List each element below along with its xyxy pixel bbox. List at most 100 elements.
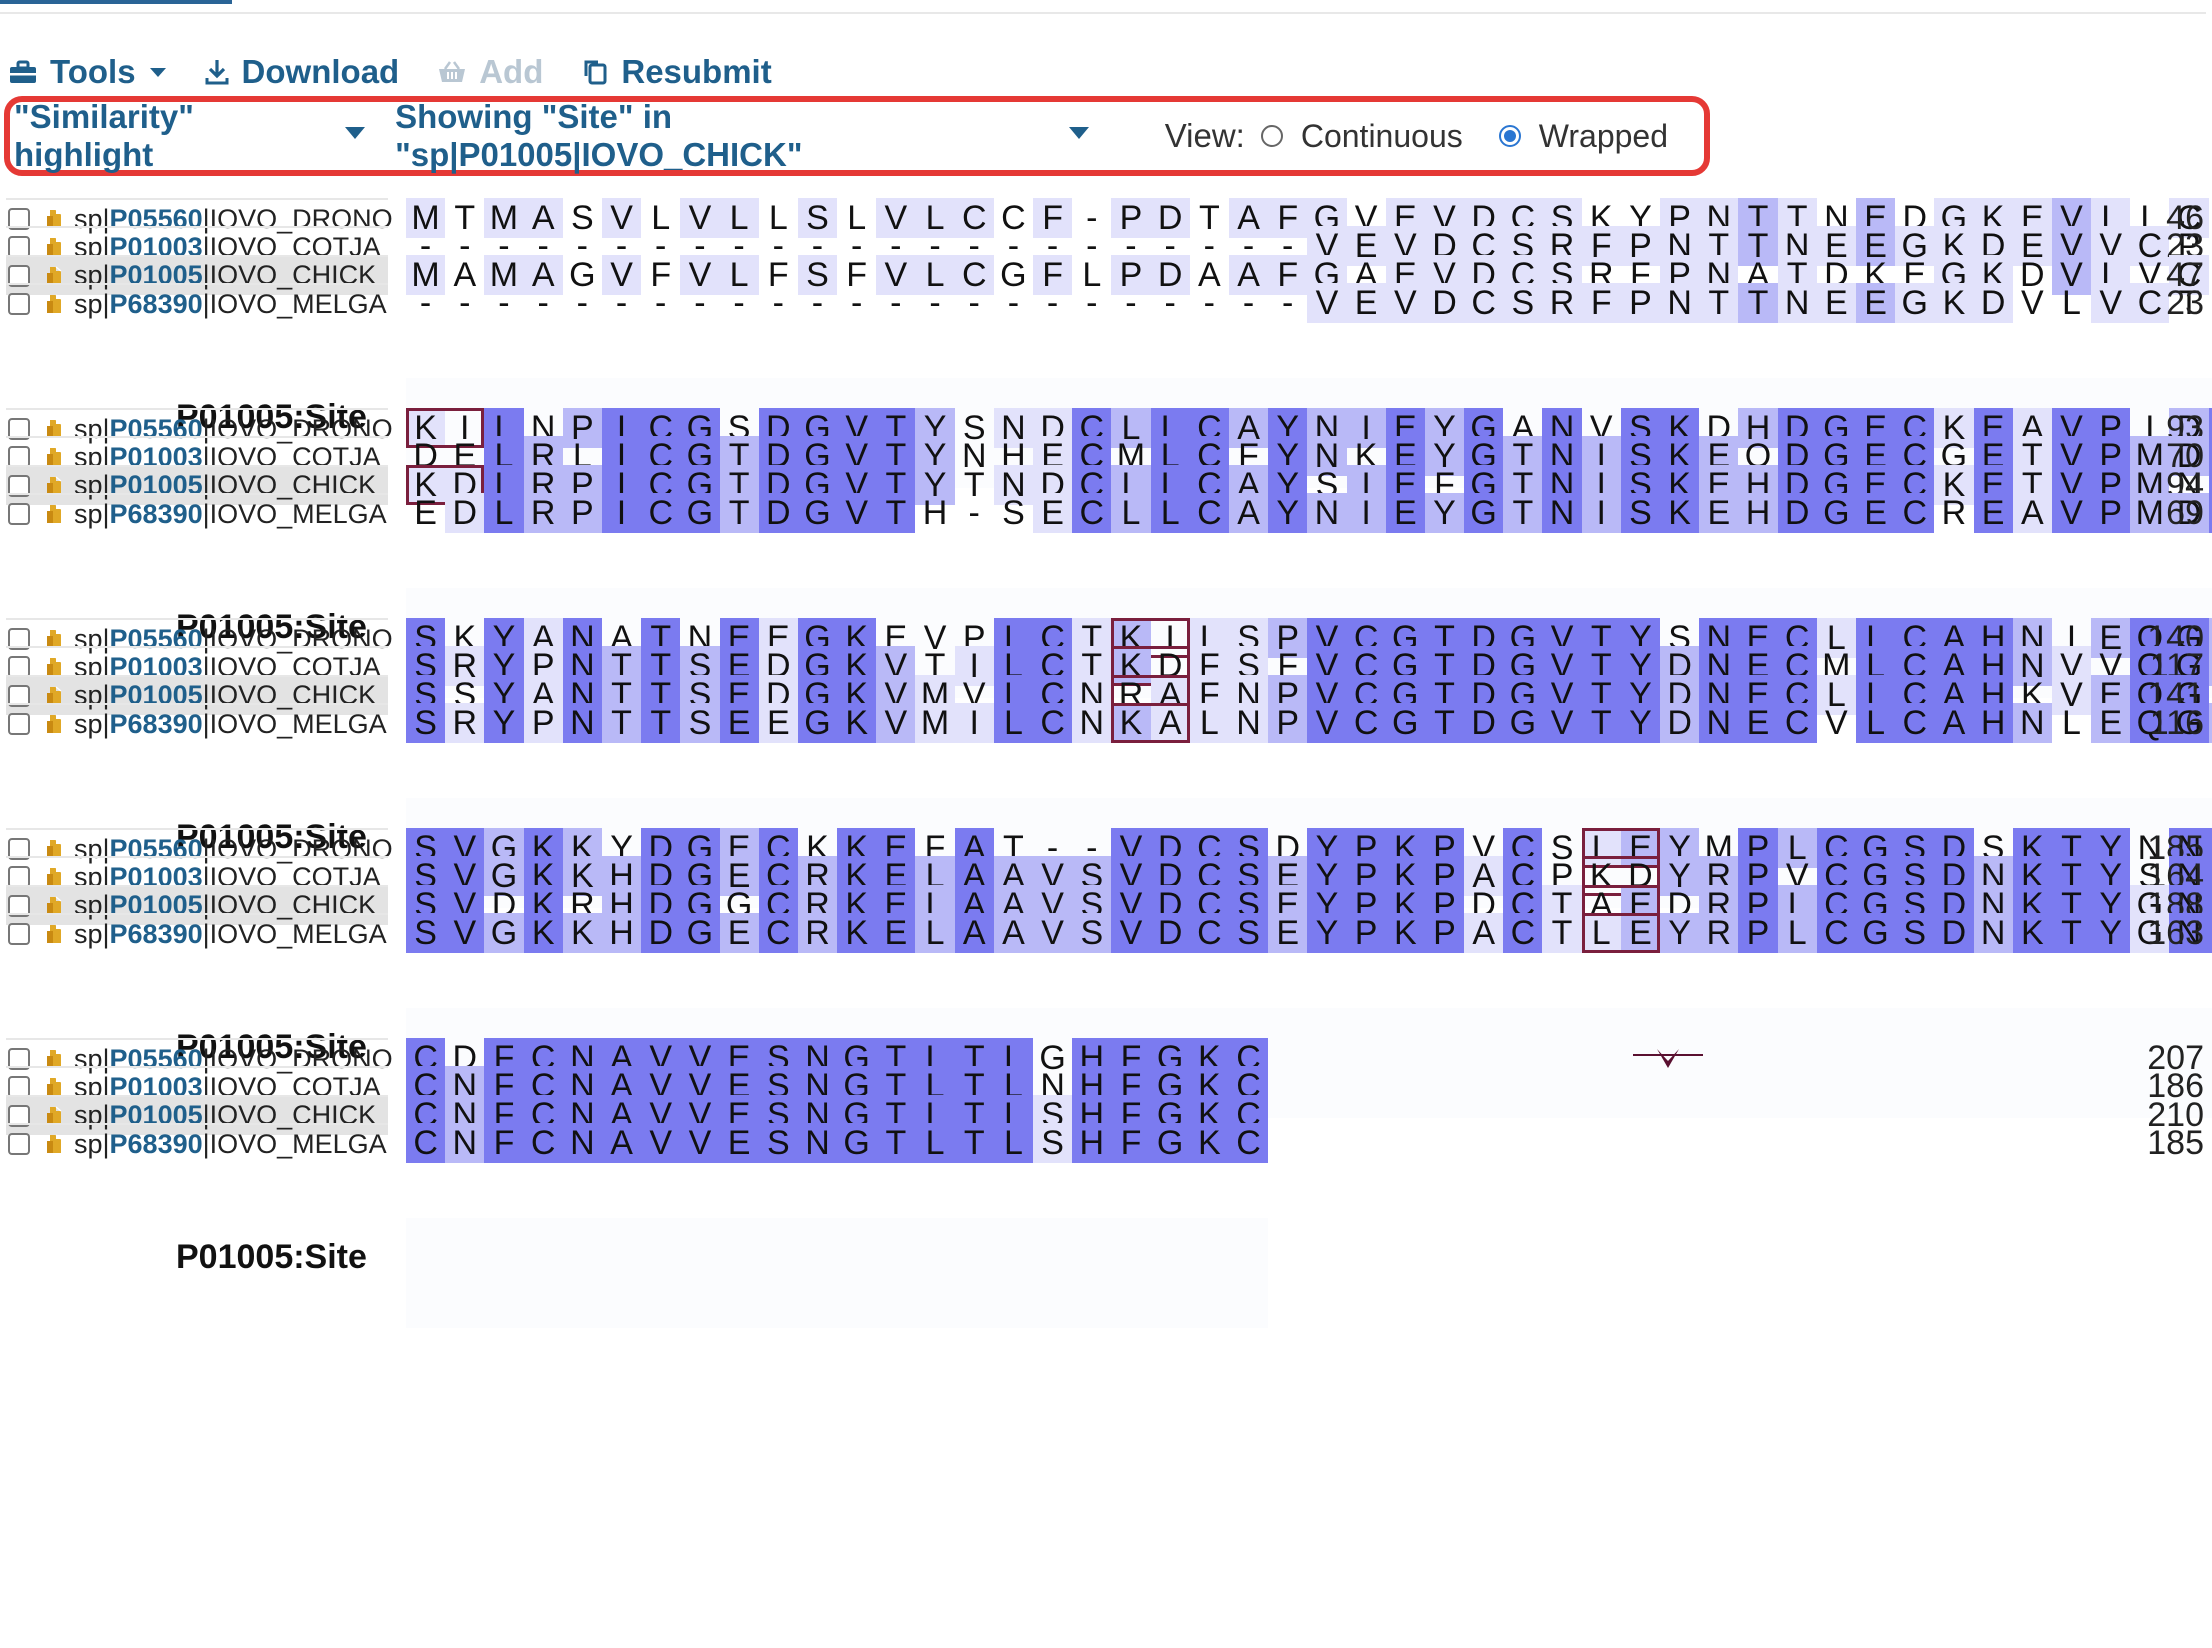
sequence-checkbox[interactable] <box>8 418 30 440</box>
sequence-accession-link[interactable]: P68390 <box>109 918 203 949</box>
download-button[interactable]: Download <box>204 53 399 91</box>
residue: K <box>2012 913 2052 954</box>
sequence-checkbox[interactable] <box>8 713 30 736</box>
residue: P <box>1620 283 1660 324</box>
tools-label: Tools <box>50 53 136 90</box>
site-marker-icon[interactable] <box>1633 1046 1703 1072</box>
sequence-checkbox[interactable] <box>8 264 30 287</box>
residue: G <box>680 913 720 954</box>
residue: G <box>1039 1039 1066 1077</box>
sequence-checkbox[interactable] <box>8 503 30 526</box>
view-continuous-option[interactable]: Continuous <box>1260 118 1463 155</box>
sequence-checkbox[interactable] <box>8 894 30 917</box>
alignment-row: sp|P68390|IOVO_MELGA S R Y P N T T S E E G K V M I L C N K A… <box>0 703 2212 744</box>
sequence-entry-name: |IOVO_CHICK <box>202 470 377 501</box>
sequence-name: sp|P68390|IOVO_MELGA <box>74 289 387 320</box>
sequence-label[interactable]: sp|P68390|IOVO_MELGA <box>6 283 388 323</box>
sequence-label[interactable]: sp|P68390|IOVO_MELGA <box>6 913 388 953</box>
sequence-label[interactable]: sp|P05560|IOVO_DRONO <box>6 1038 393 1078</box>
sequence-db-prefix: sp| <box>74 918 110 949</box>
feature-dropdown[interactable]: Showing "Site" in "sp|P01005|IOVO_CHICK" <box>395 98 1089 174</box>
residue: K <box>2208 913 2212 954</box>
sequence-accession-link[interactable]: P05560 <box>109 413 203 444</box>
sequence-checkbox[interactable] <box>8 293 30 316</box>
add-to-basket-button[interactable]: Add <box>437 53 543 91</box>
residue: L <box>1777 828 1817 868</box>
residue: - <box>1125 227 1137 266</box>
sequence-accession-link[interactable]: P01005 <box>109 260 203 291</box>
residue: D <box>2169 436 2209 477</box>
tools-menu-button[interactable]: Tools <box>8 53 166 91</box>
sequence-accession-link[interactable]: P01005 <box>109 1100 203 1131</box>
residue: S <box>571 199 594 237</box>
sequence-label[interactable]: sp|P68390|IOVO_MELGA <box>6 1123 388 1163</box>
sequence-checkbox[interactable] <box>8 628 30 650</box>
sequence-accession-link[interactable]: P68390 <box>109 288 203 319</box>
sequence-label[interactable]: sp|P05560|IOVO_DRONO <box>6 408 393 448</box>
sequence-end-position: 23 <box>2166 284 2204 323</box>
residue: - <box>850 227 863 266</box>
residue: H <box>601 913 642 954</box>
sequence-name: sp|P05560|IOVO_DRONO <box>74 414 393 445</box>
sequence-checkbox[interactable] <box>8 1133 30 1156</box>
sequence-checkbox[interactable] <box>8 1104 30 1127</box>
residue: - <box>1203 284 1215 323</box>
sequence-label[interactable]: sp|P05560|IOVO_DRONO <box>6 618 393 658</box>
sequence-accession-link[interactable]: P01005 <box>109 680 203 711</box>
sequence-checkbox[interactable] <box>8 208 30 230</box>
residue: L <box>1816 618 1856 658</box>
sequence-accession-link[interactable]: P68390 <box>109 498 203 529</box>
residue: F <box>1111 1123 1151 1164</box>
residue: H <box>1738 493 1778 534</box>
sequence-label[interactable]: sp|P68390|IOVO_MELGA <box>6 493 388 533</box>
residue: T <box>954 1123 994 1164</box>
residue: P <box>1111 254 1151 295</box>
sequence-label[interactable]: sp|P68390|IOVO_MELGA <box>6 703 388 743</box>
residue: - <box>1086 829 1098 867</box>
residue: - <box>890 284 902 323</box>
sequence-accession-link[interactable]: P05560 <box>109 1043 203 1074</box>
sequence-label[interactable]: sp|P01005|IOVO_CHICK <box>6 674 388 715</box>
sequence-checkbox[interactable] <box>8 923 30 946</box>
residue: V <box>1385 283 1425 324</box>
sequence-accession-link[interactable]: P01005 <box>109 470 203 501</box>
sequence-name: sp|P05560|IOVO_DRONO <box>74 624 393 655</box>
residue: N <box>1973 913 2013 954</box>
residue: L <box>1189 703 1229 744</box>
residue: K <box>1934 283 1974 324</box>
residue: P <box>1620 226 1660 267</box>
sequence-accession-link[interactable]: P68390 <box>109 708 203 739</box>
highlight-dropdown[interactable]: "Similarity" highlight <box>14 98 366 174</box>
sequence-accession-link[interactable]: P68390 <box>109 1128 203 1159</box>
sequence-label[interactable]: sp|P01005|IOVO_CHICK <box>6 884 388 925</box>
sequence-checkbox[interactable] <box>8 474 30 497</box>
sequence-entry-name: |IOVO_MELGA <box>202 1128 387 1159</box>
residue: T <box>1699 283 1739 324</box>
wrapped-radio[interactable] <box>1498 125 1521 147</box>
sequence-accession-link[interactable]: P05560 <box>109 623 203 654</box>
residue: T <box>2178 284 2200 323</box>
sequence-entry-name: |IOVO_MELGA <box>202 918 387 949</box>
sequence-checkbox[interactable] <box>8 1048 30 1070</box>
residue: T <box>2208 703 2212 744</box>
sequence-accession-link[interactable]: P05560 <box>109 833 203 864</box>
sequence-label[interactable]: sp|P05560|IOVO_DRONO <box>6 828 393 868</box>
residue: C <box>2130 283 2170 324</box>
sequence-label[interactable]: sp|P01005|IOVO_CHICK <box>6 1094 388 1135</box>
continuous-radio[interactable] <box>1260 125 1283 147</box>
residue: G <box>1150 1123 1190 1164</box>
resubmit-button[interactable]: Resubmit <box>581 53 772 91</box>
residue: E <box>1855 226 1896 267</box>
residue: N <box>1699 703 1739 744</box>
residue: K <box>837 913 877 954</box>
sequence-label[interactable]: sp|P01005|IOVO_CHICK <box>6 464 388 505</box>
sequence-accession-link[interactable]: P01005 <box>109 890 203 921</box>
residue: P <box>523 703 563 744</box>
view-wrapped-option[interactable]: Wrapped <box>1498 118 1668 155</box>
sequence-accession-link[interactable]: P05560 <box>109 203 203 234</box>
sequence-checkbox[interactable] <box>8 684 30 707</box>
sequence-checkbox[interactable] <box>8 838 30 860</box>
residue: M <box>484 254 524 295</box>
sequence-label[interactable]: sp|P05560|IOVO_DRONO <box>6 198 393 238</box>
sequence-label[interactable]: sp|P01005|IOVO_CHICK <box>6 254 388 295</box>
